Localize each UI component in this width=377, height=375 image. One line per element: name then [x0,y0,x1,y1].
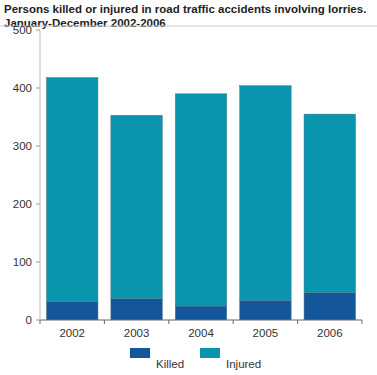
y-tick-label: 500 [13,24,32,36]
bar-segment [111,299,163,320]
x-tick-label: 2002 [59,327,85,339]
y-tick-label: 300 [13,140,32,152]
bar-segment [304,114,356,293]
y-tick [36,320,40,321]
x-axis [40,320,362,321]
y-tick [36,30,40,31]
bars [46,78,355,320]
bar-segment [46,301,98,320]
y-axis [40,30,41,320]
bar-segment [175,94,227,306]
title-rule [0,26,377,27]
y-tick-label: 400 [13,82,32,94]
x-divider [233,320,234,324]
x-tick-label: 2004 [188,327,214,339]
y-tick-label: 100 [13,256,32,268]
x-tick-label: 2005 [253,327,279,339]
x-tick-label: 2006 [317,327,343,339]
y-tick [36,146,40,147]
bar-segment [240,300,292,320]
x-divider [297,320,298,324]
chart: 0 100 200 300 400 500 2002 2003 2004 2005 2006 Kill… [0,0,377,375]
bar-segment [46,78,98,302]
x-divider [168,320,169,324]
y-tick [36,204,40,205]
bar-segment [304,293,356,320]
legend-label: Killed [156,358,184,370]
x-divider [104,320,105,324]
bar-segment [111,115,163,298]
y-tick [36,88,40,89]
x-divider [40,320,41,324]
x-divider [362,320,363,324]
y-tick-label: 200 [13,198,32,210]
bar-segment [175,306,227,320]
legend-swatch [130,348,150,358]
x-tick-label: 2003 [124,327,150,339]
y-tick-label: 0 [26,314,32,326]
bar-segment [240,86,292,301]
y-tick [36,262,40,263]
legend-swatch [200,348,220,358]
legend-label: Injured [226,358,261,370]
